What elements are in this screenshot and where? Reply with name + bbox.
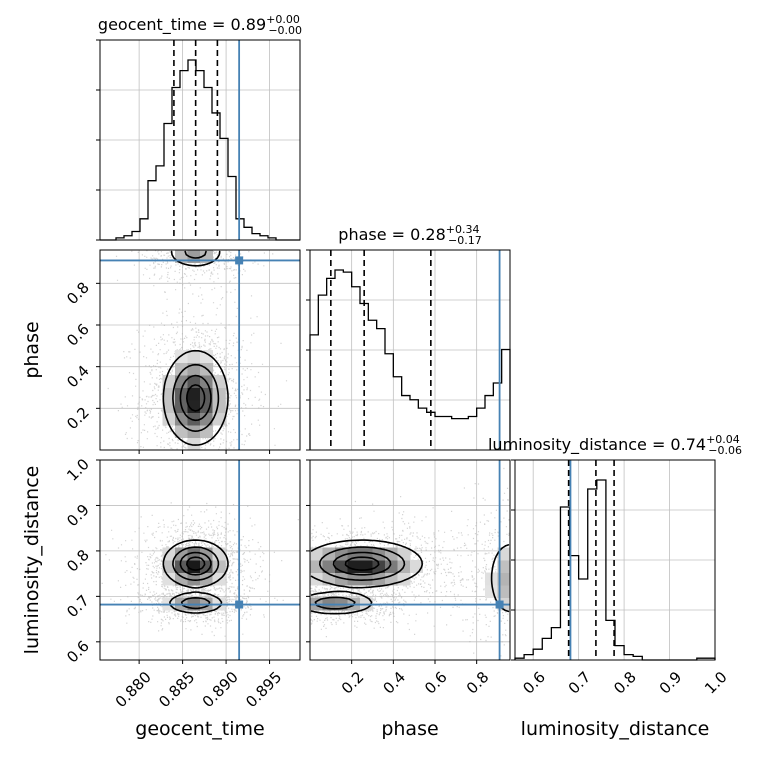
density-cell: [162, 400, 176, 413]
hist-panel-phase: phase = 0.28+0.34 −0.17: [306, 223, 511, 451]
density-cell: [212, 400, 226, 413]
panel-frame: [99, 459, 301, 661]
density-cell: [175, 362, 188, 376]
density-cell: [212, 412, 226, 426]
density-cell: [212, 375, 226, 388]
contour-line: [179, 374, 212, 422]
panel-content: [100, 460, 300, 660]
x-tick-label: 0.890: [199, 668, 242, 711]
density-cell: [162, 547, 176, 561]
y-tick-label: 0.2: [63, 403, 93, 433]
contour-line: [179, 551, 212, 576]
y-tick-label: 0.9: [63, 501, 93, 531]
hist-step-luminosity_distance: [514, 479, 716, 661]
density-cell: [497, 585, 510, 598]
x-axis-label-phase: phase: [381, 718, 438, 740]
density-cell: [497, 572, 510, 586]
x-axis-label-geocent_time: geocent_time: [135, 718, 264, 740]
panel-frame: [99, 249, 301, 451]
density-cell: [187, 560, 201, 573]
panel-phase-vs-luminosity_distance: [306, 459, 511, 664]
density-cell: [200, 425, 213, 438]
x-tick-label: 0.6: [519, 668, 549, 698]
panel-geocent_time-vs-phase: [96, 249, 301, 454]
density-cell: [497, 560, 510, 573]
panel-geocent_time-vs-luminosity_distance: [96, 459, 301, 664]
density-cell: [360, 572, 373, 586]
panel-content: [100, 250, 300, 450]
x-tick-label: 0.4: [379, 668, 409, 698]
x-tick-label: 0.6: [421, 668, 451, 698]
density-cell: [187, 412, 201, 426]
contour-line: [162, 539, 229, 614]
density-cell: [187, 350, 201, 363]
title-luminosity_distance: luminosity_distance = 0.74+0.04 −0.06: [488, 433, 742, 457]
density-cell: [175, 425, 188, 438]
truth-marker: [235, 600, 244, 609]
density-cell: [175, 547, 188, 561]
y-axis-label-phase: phase: [21, 321, 43, 378]
panel-content: [310, 460, 510, 660]
title-phase: phase = 0.28+0.34 −0.17: [338, 223, 481, 247]
density-cell: [360, 560, 373, 573]
density-cell: [212, 560, 226, 573]
y-axis-label-luminosity_distance: luminosity_distance: [21, 466, 43, 655]
hist-panel-luminosity_distance: luminosity_distance = 0.74+0.04 −0.06: [488, 433, 742, 661]
hist-step-phase: [309, 269, 511, 450]
scatter-samples: [107, 250, 288, 450]
density-cell: [212, 387, 226, 401]
density-cell: [385, 572, 398, 586]
density-cell: [347, 560, 361, 573]
y-tick-label: 1.0: [63, 455, 93, 485]
hist-step-geocent_time: [100, 59, 300, 241]
density-cell: [187, 437, 201, 450]
density-cell: [322, 560, 336, 573]
contour-line: [332, 551, 392, 576]
density-cell: [372, 560, 386, 573]
contour-line: [172, 250, 220, 432]
x-tick-label: 0.2: [338, 668, 368, 698]
contour-line: [172, 546, 220, 610]
density-cell: [200, 560, 213, 573]
density-cell: [200, 350, 213, 363]
hist-panel-geocent_time: geocent_time = 0.89+0.00 −0.00: [96, 13, 302, 241]
y-tick-label: 0.6: [63, 637, 93, 667]
contour-line: [314, 546, 406, 610]
density-cell: [175, 387, 188, 401]
density-cell: [347, 572, 361, 586]
x-tick-label: 0.895: [242, 668, 285, 711]
y-tick-label: 0.8: [63, 546, 93, 576]
density-cell: [162, 572, 176, 586]
density-cell: [175, 412, 188, 426]
contour-line: [310, 539, 510, 615]
truth-marker: [235, 256, 244, 265]
density-cell: [385, 560, 398, 573]
density-cell: [187, 572, 201, 586]
x-tick-label: 0.7: [565, 668, 595, 698]
y-tick-label: 0.8: [63, 278, 93, 308]
density-cell: [335, 572, 348, 586]
x-tick-label: 0.885: [155, 668, 198, 711]
x-axis-label-luminosity_distance: luminosity_distance: [521, 718, 710, 740]
y-tick-label: 0.7: [63, 591, 93, 621]
density-cell: [200, 412, 213, 426]
density-cell: [187, 387, 201, 401]
x-tick-label: 0.9: [656, 668, 686, 698]
x-tick-label: 0.880: [112, 668, 155, 711]
density-cell: [175, 572, 188, 586]
contour-line: [186, 556, 206, 571]
title-geocent_time: geocent_time = 0.89+0.00 −0.00: [98, 13, 302, 37]
truth-marker: [495, 600, 504, 609]
panel-frame: [309, 459, 511, 661]
y-tick-label: 0.4: [63, 362, 93, 392]
x-tick-label: 0.8: [610, 668, 640, 698]
x-tick-label: 0.8: [463, 668, 493, 698]
contour-line: [344, 556, 380, 571]
x-tick-label: 1.0: [701, 668, 731, 698]
y-tick-label: 0.6: [63, 320, 93, 350]
contour-line: [186, 384, 206, 412]
